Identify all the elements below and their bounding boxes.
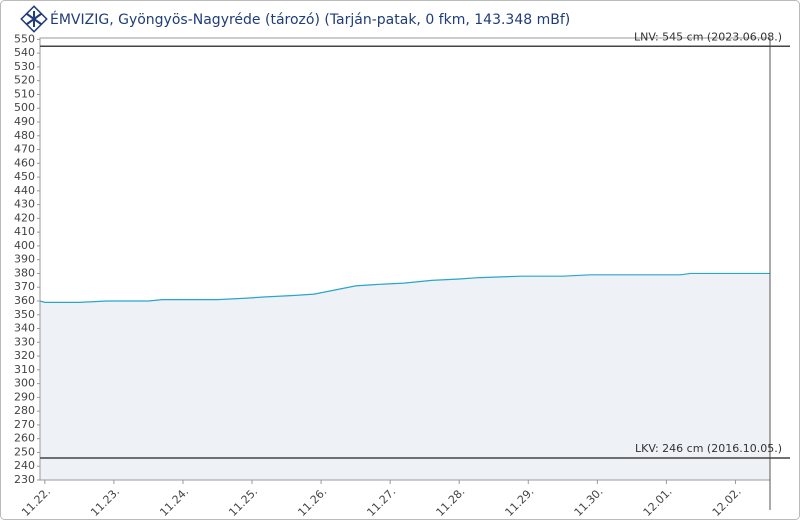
y-tick-label: 340 [14,322,35,335]
y-tick-label: 540 [14,46,35,59]
y-tick-label: 460 [14,156,35,169]
y-tick-label: 300 [14,377,35,390]
y-tick-label: 430 [14,198,35,211]
y-tick-label: 330 [14,335,35,348]
y-tick-label: 260 [14,432,35,445]
reference-label: LNV: 545 cm (2023.06.08.) [634,30,782,43]
y-tick-label: 410 [14,225,35,238]
y-tick-label: 480 [14,129,35,142]
y-tick-label: 370 [14,280,35,293]
y-tick-label: 450 [14,170,35,183]
y-tick-label: 440 [14,184,35,197]
y-tick-label: 270 [14,418,35,431]
y-tick-label: 290 [14,390,35,403]
y-tick-label: 320 [14,349,35,362]
y-tick-label: 550 [14,32,35,45]
y-tick-label: 420 [14,211,35,224]
y-tick-label: 390 [14,253,35,266]
reference-label: LKV: 246 cm (2016.10.05.) [635,442,782,455]
y-tick-label: 280 [14,404,35,417]
y-tick-label: 470 [14,143,35,156]
y-tick-label: 380 [14,266,35,279]
y-tick-label: 230 [14,473,35,486]
line [39,272,770,303]
y-tick-label: 510 [14,87,35,100]
y-tick-label: 350 [14,308,35,321]
y-tick-label: 240 [14,459,35,472]
chart-title: ÉMVIZIG, Gyöngyös-Nagyréde (tározó) (Tar… [50,11,570,28]
y-tick-label: 310 [14,363,35,376]
y-tick-label: 400 [14,239,35,252]
area [40,273,770,480]
y-tick-label: 500 [14,101,35,114]
y-tick-label: 360 [14,294,35,307]
y-tick-label: 490 [14,115,35,128]
y-tick-label: 530 [14,60,35,73]
y-tick-label: 520 [14,74,35,87]
y-tick-label: 250 [14,445,35,458]
logo [20,5,48,33]
